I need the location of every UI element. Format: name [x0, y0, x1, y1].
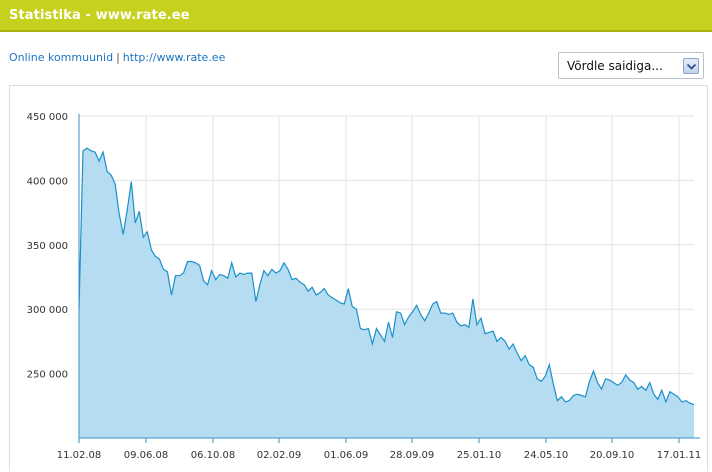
- y-tick-label: 300 000: [27, 305, 68, 316]
- series-line: [78, 147, 695, 406]
- site-link[interactable]: http://www.rate.ee: [122, 51, 226, 64]
- x-tick-label: 02.02.09: [257, 450, 302, 461]
- x-tick-label: 06.10.08: [191, 450, 236, 461]
- x-tick-label: 11.02.08: [57, 450, 102, 461]
- category-link[interactable]: Online kommuunid: [9, 51, 114, 64]
- page-title: Statistika - www.rate.ee: [9, 8, 190, 23]
- chart-panel: 250 000 300 000 350 000 400 000 450 000 11.02…: [9, 85, 708, 471]
- dropdown-button[interactable]: [683, 58, 699, 74]
- chevron-down-icon: [687, 64, 696, 70]
- x-tick-label: 24.05.10: [524, 450, 569, 461]
- x-tick-label: 17.01.11: [657, 450, 702, 461]
- y-tick-label: 350 000: [27, 241, 68, 252]
- compare-site-select[interactable]: Võrdle saidiga...: [558, 52, 704, 79]
- breadcrumb: Online kommuunid | http://www.rate.ee: [9, 51, 225, 64]
- compare-select-value: Võrdle saidiga...: [567, 59, 663, 73]
- traffic-chart: 250 000 300 000 350 000 400 000 450 000 11.02…: [27, 112, 702, 461]
- y-tick-label: 250 000: [27, 370, 68, 381]
- breadcrumb-separator: |: [116, 51, 120, 64]
- x-tick-label: 01.06.09: [324, 450, 369, 461]
- y-tick-label: 450 000: [27, 112, 68, 123]
- series-area: [79, 148, 694, 438]
- title-bar: Statistika - www.rate.ee: [0, 0, 712, 32]
- y-tick-label: 400 000: [27, 176, 68, 187]
- x-tick-label: 09.06.08: [124, 450, 169, 461]
- x-tick-label: 20.09.10: [590, 450, 635, 461]
- x-tick-label: 28.09.09: [390, 450, 435, 461]
- x-tick-label: 25.01.10: [457, 450, 502, 461]
